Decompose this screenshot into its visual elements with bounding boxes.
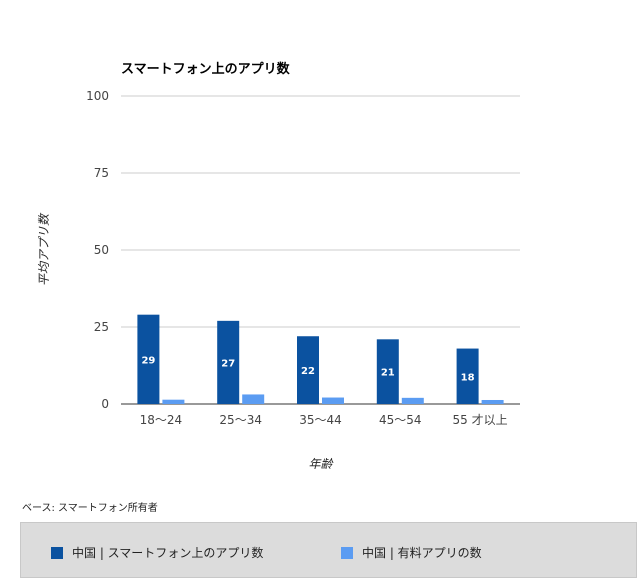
legend-label-apps: 中国 | スマートフォン上のアプリ数: [72, 546, 264, 560]
y-tick-label: 25: [94, 320, 109, 334]
legend: 中国 | スマートフォン上のアプリ数 中国 | 有料アプリの数: [20, 522, 637, 578]
chart-title: スマートフォン上のアプリ数: [121, 61, 291, 77]
legend-swatch-paid-apps: [341, 546, 353, 559]
bar-value-label: 27: [221, 358, 235, 369]
bar: [401, 397, 424, 404]
bar-value-label: 18: [461, 372, 475, 383]
x-tick-label: 18〜24: [140, 413, 183, 427]
data-labels: 29 27 22 21 18: [141, 355, 474, 383]
bar-value-label: 21: [381, 368, 395, 379]
y-tick-label: 50: [94, 243, 109, 257]
bar: [242, 394, 265, 404]
bar: [137, 314, 160, 404]
bar-value-label: 29: [141, 355, 155, 366]
x-axis-title: 年齢: [308, 457, 334, 471]
bar: [162, 399, 185, 404]
bar: [456, 348, 479, 404]
bar: [217, 320, 240, 404]
bar: [376, 339, 399, 404]
legend-swatch-apps: [51, 546, 63, 559]
y-axis-ticks: 0 25 50 75 100: [86, 89, 109, 411]
y-tick-label: 100: [86, 89, 109, 103]
bar-chart: スマートフォン上のアプリ数 0 25 50 75 100 29 27 22 21 18 18〜2…: [37, 61, 520, 471]
legend-item-paid-apps[interactable]: 中国 | 有料アプリの数: [341, 544, 482, 561]
x-tick-label: 35〜44: [299, 413, 342, 427]
legend-item-apps[interactable]: 中国 | スマートフォン上のアプリ数: [51, 544, 263, 561]
x-axis-ticks: 18〜24 25〜34 35〜44 45〜54 55 才以上: [140, 413, 508, 427]
bar-value-label: 22: [301, 366, 315, 377]
bar: [481, 399, 504, 404]
x-tick-label: 45〜54: [379, 413, 422, 427]
legend-label-paid-apps: 中国 | 有料アプリの数: [362, 546, 482, 560]
bar: [297, 336, 319, 404]
base-note: ベース: スマートフォン所有者: [22, 503, 158, 514]
x-tick-label: 25〜34: [219, 413, 262, 427]
y-tick-label: 75: [94, 166, 109, 180]
y-tick-label: 0: [101, 397, 109, 411]
bars: [137, 314, 504, 404]
y-axis-title: 平均アプリ数: [37, 212, 51, 286]
bar: [322, 397, 344, 404]
gridlines: [121, 95, 520, 405]
x-tick-label: 55 才以上: [453, 413, 508, 427]
